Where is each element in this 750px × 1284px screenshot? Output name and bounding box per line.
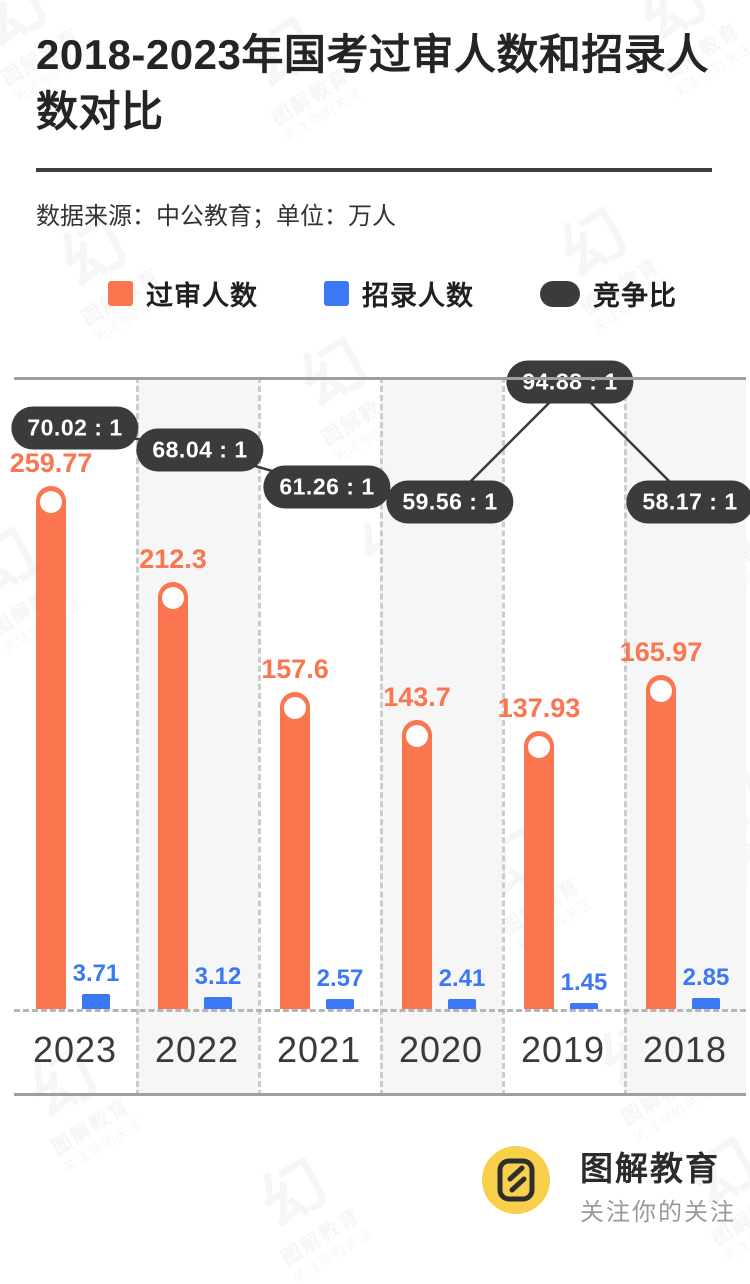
- legend-label: 招录人数: [362, 281, 474, 311]
- bar-cap-dot: [40, 491, 62, 513]
- approved-bar: [524, 731, 554, 1009]
- ratio-pill: 70.02 : 1: [11, 406, 139, 450]
- grid-line: [502, 377, 505, 1096]
- recruited-value-label: 2.41: [438, 965, 486, 992]
- year-label: 2019: [520, 1029, 606, 1070]
- recruited-bar: [326, 999, 354, 1009]
- bar-cap-dot: [528, 736, 550, 758]
- recruited-value-label: 2.57: [316, 965, 364, 992]
- grid-line: [258, 377, 261, 1096]
- brand-tagline: 关注你的关注: [580, 1199, 736, 1226]
- legend-label: 过审人数: [146, 281, 258, 311]
- approved-value-label: 165.97: [619, 637, 703, 667]
- logo-glyph-icon: [497, 1158, 535, 1202]
- chart-bottom-axis: [14, 1093, 746, 1096]
- approved-bar: [402, 720, 432, 1009]
- legend-item-ratio: 竞争比: [540, 274, 677, 313]
- approved-value-label: 157.6: [261, 654, 329, 684]
- legend-label: 竞争比: [593, 281, 677, 311]
- brand-footer: 图解教育 关注你的关注: [0, 1136, 750, 1256]
- recruited-bar: [82, 994, 110, 1009]
- recruited-value-label: 3.12: [194, 963, 242, 990]
- approved-value-label: 259.77: [9, 448, 93, 478]
- ratio-pill: 59.56 : 1: [386, 480, 514, 524]
- year-label: 2023: [32, 1029, 118, 1070]
- approved-value-label: 143.7: [383, 682, 451, 712]
- ratio-pill: 94.88 : 1: [506, 360, 634, 404]
- year-label: 2018: [642, 1029, 728, 1070]
- recruited-value-label: 3.71: [72, 960, 120, 987]
- bar-cap-dot: [650, 680, 672, 702]
- source-note: 数据来源：中公教育；单位：万人: [36, 203, 396, 230]
- year-label: 2020: [398, 1029, 484, 1070]
- bar-cap-dot: [406, 725, 428, 747]
- ratio-pill: 68.04 : 1: [136, 428, 264, 472]
- ratio-pill: 61.26 : 1: [263, 465, 391, 509]
- bar-chart: 259.77 3.71 2023 70.02 : 1 212.3 3.12 2022 68.0…: [10, 360, 750, 1096]
- brand-name: 图解教育: [580, 1150, 720, 1187]
- year-label: 2022: [154, 1029, 240, 1070]
- legend-item-approved: 过审人数: [108, 274, 258, 313]
- approved-bar: [280, 692, 310, 1009]
- recruited-bar: [692, 998, 720, 1009]
- approved-bar: [646, 675, 676, 1009]
- ratio-swatch-icon: [540, 280, 580, 307]
- recruited-bar: [570, 1003, 598, 1009]
- recruited-value-label: 1.45: [560, 969, 608, 996]
- page-title: 2018-2023年国考过审人数和招录人数对比: [36, 31, 709, 136]
- approved-swatch-icon: [108, 281, 133, 306]
- recruited-swatch-icon: [324, 281, 349, 306]
- chart-baseline: [14, 1009, 746, 1012]
- recruited-bar: [204, 997, 232, 1009]
- chart-legend: 过审人数 招录人数 竞争比: [108, 274, 677, 313]
- approved-bar: [158, 582, 188, 1009]
- title-divider: [36, 168, 712, 172]
- recruited-bar: [448, 999, 476, 1009]
- grid-line: [380, 377, 383, 1096]
- approved-bar: [36, 486, 66, 1009]
- bar-cap-dot: [284, 697, 306, 719]
- watermark: 幻图解教育关注你的关注: [534, 185, 675, 337]
- approved-value-label: 137.93: [497, 693, 581, 723]
- legend-item-recruited: 招录人数: [324, 274, 474, 313]
- chart-top-axis: [14, 377, 746, 380]
- column-shade: [136, 377, 258, 1096]
- year-label: 2021: [276, 1029, 362, 1070]
- brand-logo-icon: [482, 1146, 550, 1214]
- ratio-pill: 58.17 : 1: [626, 480, 750, 524]
- recruited-value-label: 2.85: [682, 964, 730, 991]
- bar-cap-dot: [162, 587, 184, 609]
- grid-line: [136, 377, 139, 1096]
- approved-value-label: 212.3: [139, 544, 207, 574]
- grid-line: [624, 377, 627, 1096]
